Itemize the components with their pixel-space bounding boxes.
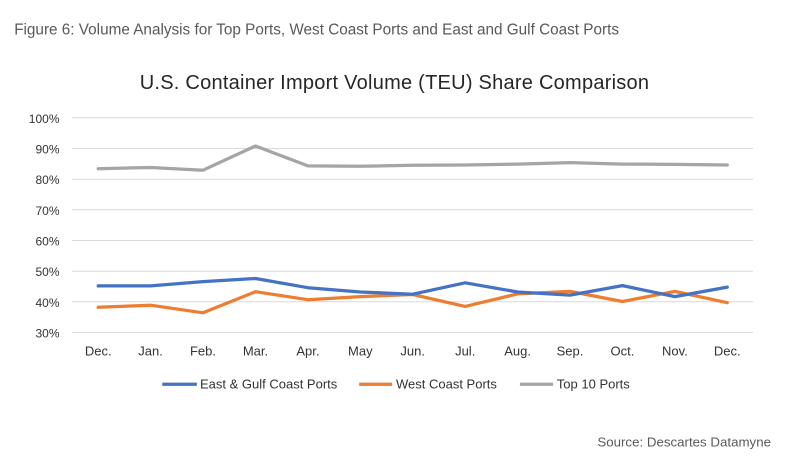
svg-text:Feb.: Feb.: [190, 344, 216, 359]
svg-text:40%: 40%: [35, 296, 59, 310]
svg-text:Jul.: Jul.: [455, 344, 475, 359]
svg-text:80%: 80%: [35, 173, 59, 187]
svg-text:Figure 6: Volume Analysis for: Figure 6: Volume Analysis for Top Ports,…: [14, 22, 619, 39]
svg-text:May: May: [348, 344, 373, 359]
svg-text:West Coast Ports: West Coast Ports: [396, 377, 497, 392]
svg-text:Top 10 Ports: Top 10 Ports: [557, 377, 630, 392]
svg-text:Apr.: Apr.: [296, 344, 319, 359]
svg-text:Jun.: Jun.: [400, 344, 425, 359]
svg-text:Mar.: Mar.: [243, 344, 268, 359]
svg-text:50%: 50%: [35, 265, 59, 279]
svg-text:Jan.: Jan.: [138, 344, 163, 359]
svg-text:30%: 30%: [35, 327, 59, 341]
svg-text:Dec.: Dec.: [85, 344, 112, 359]
svg-text:East & Gulf Coast Ports: East & Gulf Coast Ports: [200, 377, 338, 392]
svg-text:60%: 60%: [35, 235, 59, 249]
svg-text:Aug.: Aug.: [504, 344, 531, 359]
svg-text:Source: Descartes Datamyne: Source: Descartes Datamyne: [597, 435, 771, 450]
svg-text:Sep.: Sep.: [557, 344, 584, 359]
svg-text:Dec.: Dec.: [714, 344, 741, 359]
svg-text:70%: 70%: [35, 204, 59, 218]
svg-text:90%: 90%: [35, 143, 59, 157]
svg-text:U.S. Container Import Volume (: U.S. Container Import Volume (TEU) Share…: [140, 72, 650, 94]
svg-text:Nov.: Nov.: [662, 344, 688, 359]
svg-text:Oct.: Oct.: [610, 344, 634, 359]
svg-text:100%: 100%: [29, 112, 60, 126]
